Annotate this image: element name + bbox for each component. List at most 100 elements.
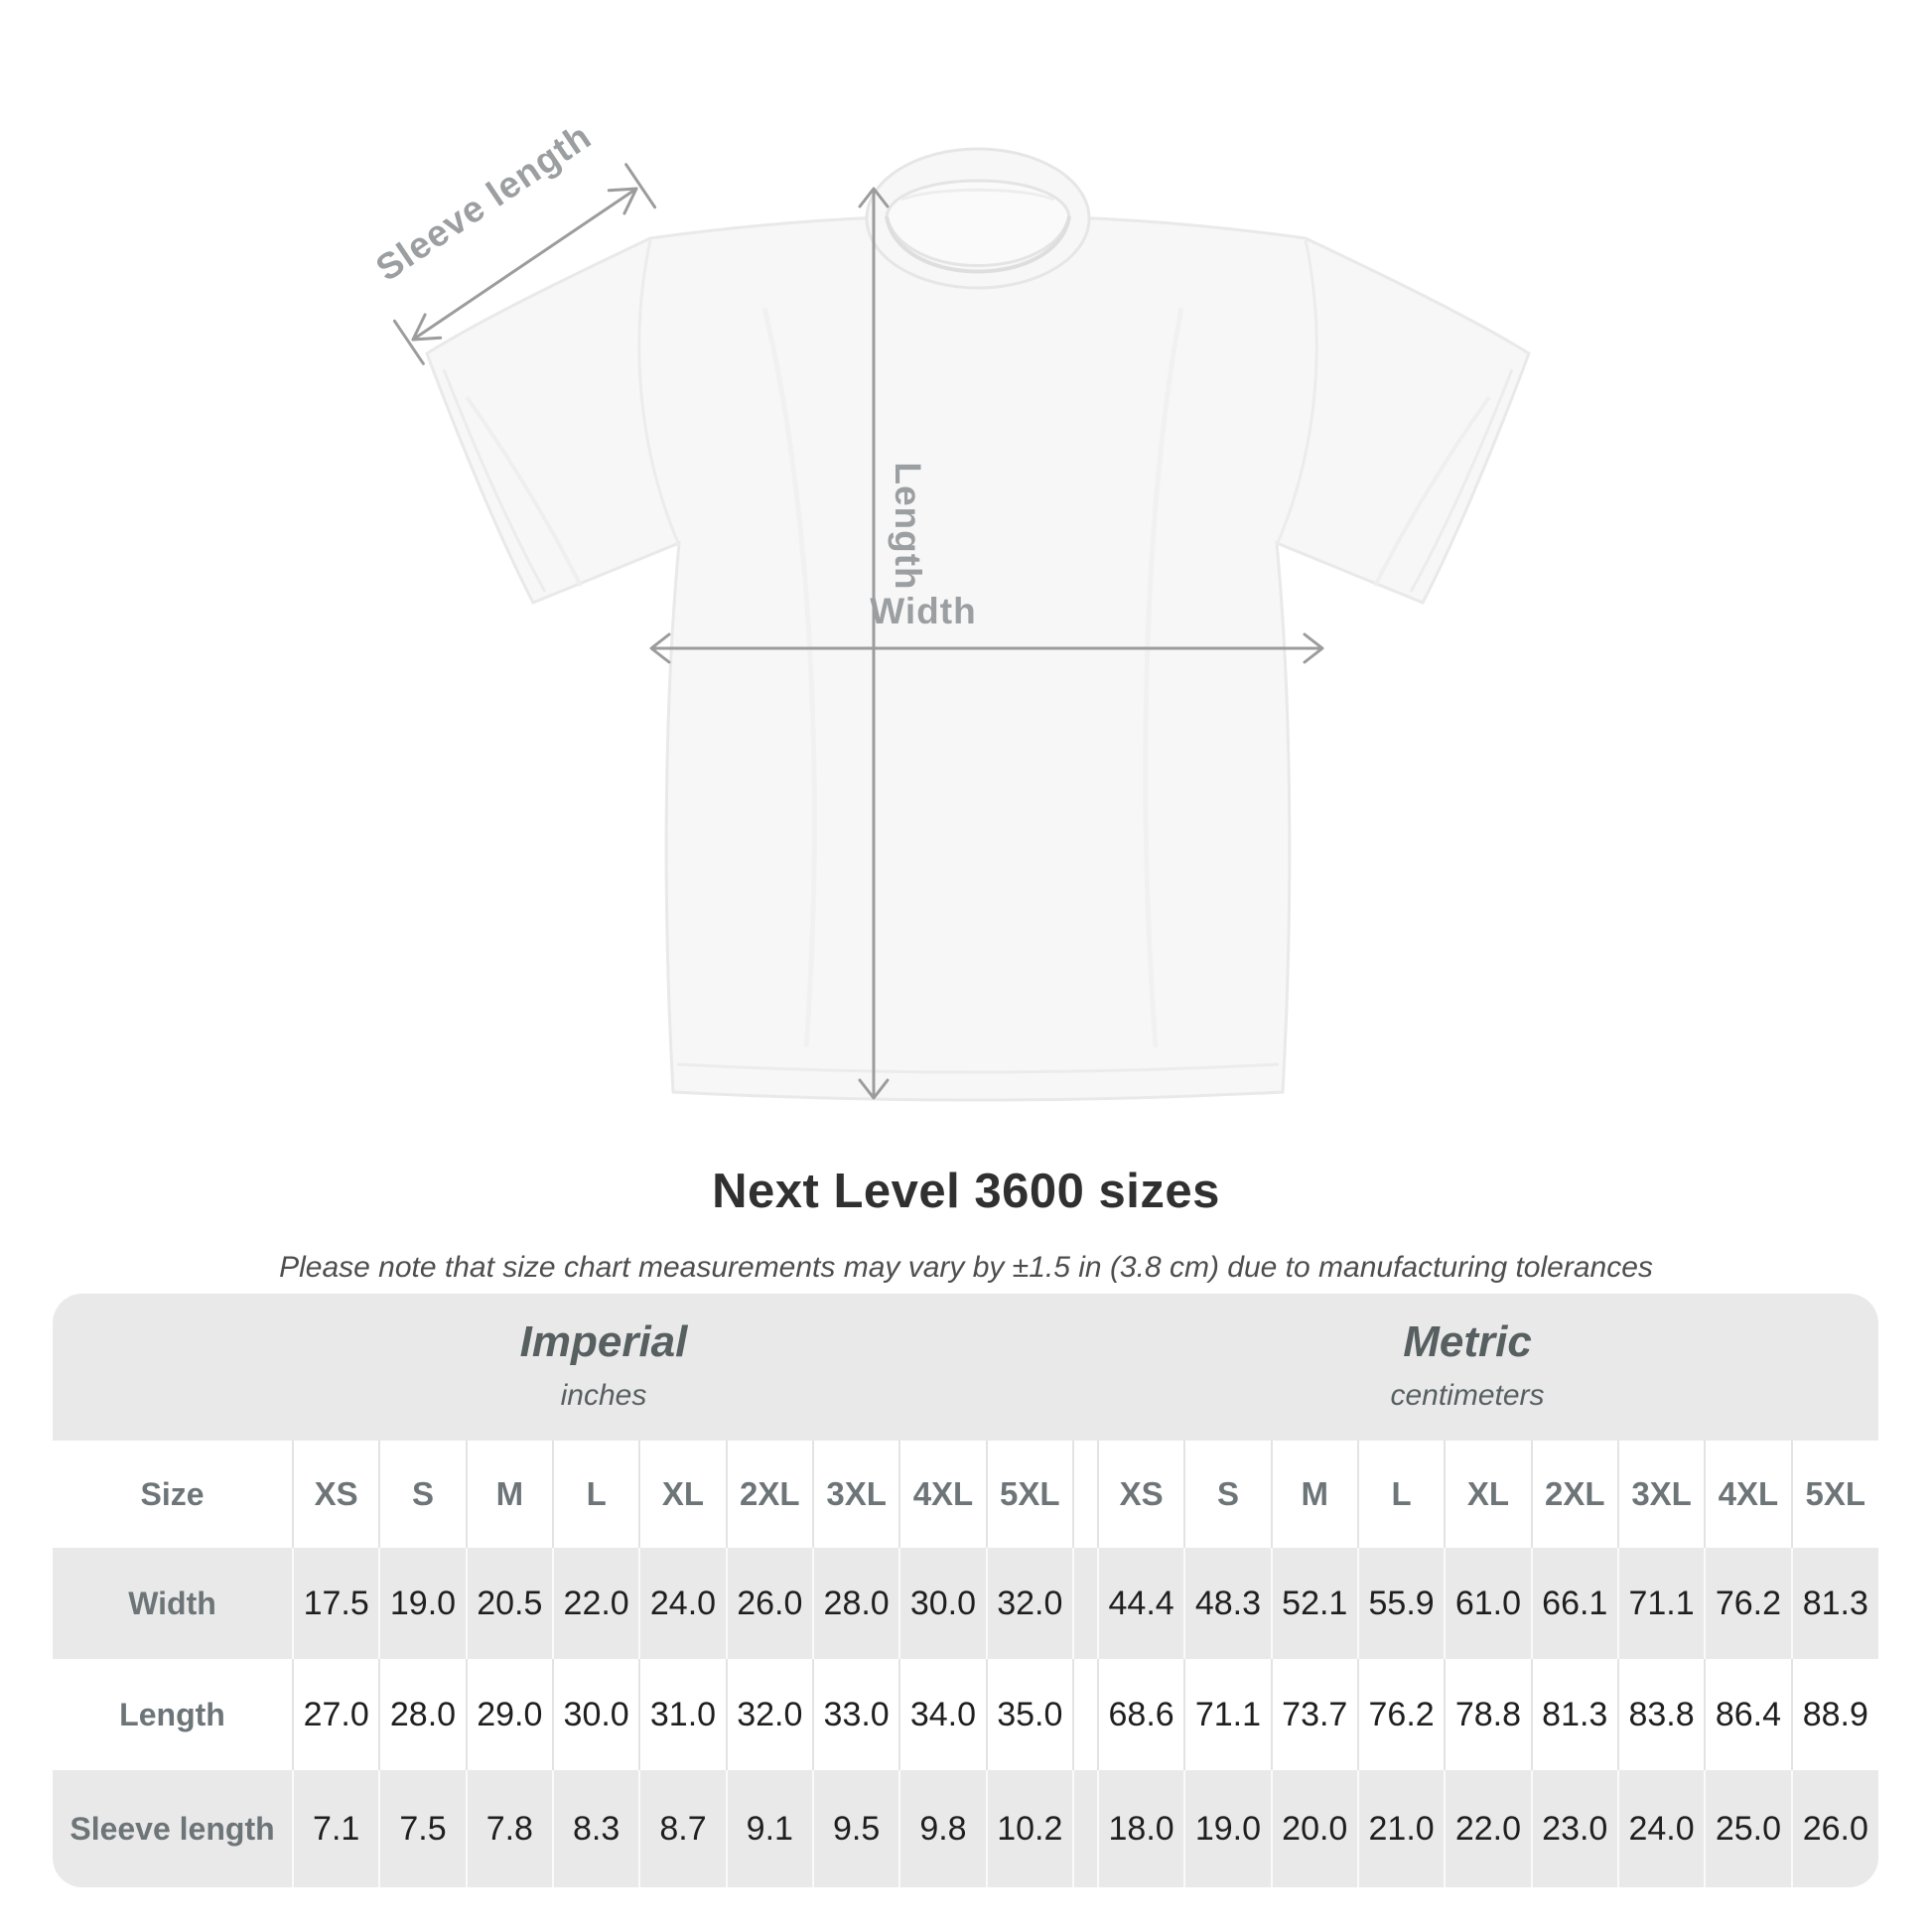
half-divider <box>1071 1548 1098 1659</box>
value-cell: 8.3 <box>551 1770 640 1887</box>
value-cell: 8.7 <box>638 1770 727 1887</box>
value-cell: 61.0 <box>1444 1548 1532 1659</box>
value-cell: 29.0 <box>465 1659 553 1770</box>
value-cell: 55.9 <box>1356 1548 1446 1659</box>
half-divider <box>1071 1441 1098 1548</box>
value-cell: 24.0 <box>638 1548 727 1659</box>
width-arrow <box>649 632 1324 664</box>
sleeve-length-row: Sleeve length 7.1 7.5 7.8 8.3 8.7 9.1 9.… <box>53 1770 1878 1887</box>
row-label-sleeve: Sleeve length <box>69 1810 275 1847</box>
value-cell: 26.0 <box>725 1548 813 1659</box>
value-cell: 7.8 <box>465 1770 553 1887</box>
value-cell: 7.1 <box>291 1770 380 1887</box>
value-cell: 27.0 <box>291 1659 380 1770</box>
value-cell: 9.1 <box>725 1770 813 1887</box>
length-row: Length 27.0 28.0 29.0 30.0 31.0 32.0 33.… <box>53 1659 1878 1770</box>
value-cell: 86.4 <box>1704 1659 1792 1770</box>
value-cell: 83.8 <box>1616 1659 1706 1770</box>
half-divider <box>1071 1770 1098 1887</box>
size-header-row: Size XS S M L XL 2XL 3XL 4XL 5XL XS S M … <box>53 1441 1878 1548</box>
row-label-length: Length <box>119 1696 225 1732</box>
size-col-header: XS <box>291 1441 380 1548</box>
value-cell: 17.5 <box>291 1548 380 1659</box>
value-cell: 66.1 <box>1530 1548 1618 1659</box>
tshirt-graphic <box>425 147 1531 1102</box>
value-cell: 32.0 <box>725 1659 813 1770</box>
tshirt-svg: Sleeve length Length Width <box>368 115 1531 1102</box>
value-cell: 23.0 <box>1530 1770 1618 1887</box>
value-cell: 19.0 <box>1183 1770 1272 1887</box>
cuff-seam-right <box>1409 368 1514 593</box>
value-cell: 88.9 <box>1790 1659 1878 1770</box>
value-cell: 19.0 <box>378 1548 467 1659</box>
value-cell: 21.0 <box>1356 1770 1446 1887</box>
size-col-header: 4XL <box>1704 1441 1792 1548</box>
collar <box>865 147 1091 290</box>
width-label: Width <box>870 591 976 631</box>
value-cell: 22.0 <box>551 1548 640 1659</box>
size-col-header: 3XL <box>1616 1441 1706 1548</box>
size-table-grid: Size XS S M L XL 2XL 3XL 4XL 5XL XS S M … <box>53 1441 1878 1887</box>
value-cell: 68.6 <box>1096 1659 1185 1770</box>
sleeve-length-label: Sleeve length <box>368 115 598 289</box>
value-cell: 25.0 <box>1704 1770 1792 1887</box>
length-label: Length <box>888 462 928 590</box>
value-cell: 81.3 <box>1790 1548 1878 1659</box>
value-cell: 26.0 <box>1790 1770 1878 1887</box>
value-cell: 20.5 <box>465 1548 553 1659</box>
size-col-header: XS <box>1096 1441 1185 1548</box>
size-col-header: XL <box>638 1441 727 1548</box>
value-cell: 31.0 <box>638 1659 727 1770</box>
size-row-label: Size <box>140 1475 205 1512</box>
value-cell: 44.4 <box>1096 1548 1185 1659</box>
row-label-width: Width <box>128 1585 216 1621</box>
size-col-header: 5XL <box>985 1441 1073 1548</box>
value-cell: 10.2 <box>985 1770 1073 1887</box>
metric-unit: centimeters <box>1390 1379 1545 1412</box>
size-table: Size XS S M L XL 2XL 3XL 4XL 5XL XS S M … <box>53 1441 1878 1887</box>
value-cell: 34.0 <box>898 1659 987 1770</box>
value-cell: 28.0 <box>811 1548 900 1659</box>
value-cell: 35.0 <box>985 1659 1073 1770</box>
value-cell: 9.8 <box>898 1770 987 1887</box>
width-row: Width 17.5 19.0 20.5 22.0 24.0 26.0 28.0… <box>53 1548 1878 1659</box>
size-col-header: 5XL <box>1790 1441 1878 1548</box>
value-cell: 78.8 <box>1444 1659 1532 1770</box>
armhole-seam-left <box>637 239 681 546</box>
size-col-header: L <box>1356 1441 1446 1548</box>
value-cell: 73.7 <box>1270 1659 1358 1770</box>
size-col-header: M <box>465 1441 553 1548</box>
tshirt-measurement-diagram: Sleeve length Length Width <box>368 115 1531 1102</box>
tolerance-note: Please note that size chart measurements… <box>279 1251 1653 1284</box>
hem-seam <box>676 1062 1280 1074</box>
size-col-header: 4XL <box>898 1441 987 1548</box>
size-col-header: S <box>378 1441 467 1548</box>
imperial-title: Imperial <box>519 1317 688 1366</box>
value-cell: 24.0 <box>1616 1770 1706 1887</box>
sleeve-length-arrow <box>392 163 657 365</box>
measurement-annotations <box>392 163 1324 1100</box>
metric-title: Metric <box>1403 1317 1532 1366</box>
value-cell: 22.0 <box>1444 1770 1532 1887</box>
size-col-header: 3XL <box>811 1441 900 1548</box>
value-cell: 9.5 <box>811 1770 900 1887</box>
half-divider <box>1071 1659 1098 1770</box>
value-cell: 33.0 <box>811 1659 900 1770</box>
size-col-header: M <box>1270 1441 1358 1548</box>
size-col-header: XL <box>1444 1441 1532 1548</box>
value-cell: 76.2 <box>1704 1548 1792 1659</box>
value-cell: 52.1 <box>1270 1548 1358 1659</box>
value-cell: 32.0 <box>985 1548 1073 1659</box>
size-chart: Imperial inches Metric centimeters Size … <box>53 1294 1878 1887</box>
size-col-header: L <box>551 1441 640 1548</box>
page-title: Next Level 3600 sizes <box>712 1165 1220 1218</box>
size-col-header: S <box>1183 1441 1272 1548</box>
value-cell: 81.3 <box>1530 1659 1618 1770</box>
value-cell: 30.0 <box>551 1659 640 1770</box>
value-cell: 48.3 <box>1183 1548 1272 1659</box>
imperial-unit: inches <box>560 1379 647 1412</box>
size-col-header: 2XL <box>1530 1441 1618 1548</box>
value-cell: 76.2 <box>1356 1659 1446 1770</box>
value-cell: 71.1 <box>1616 1548 1706 1659</box>
unit-header-band: Imperial inches Metric centimeters <box>53 1294 1878 1441</box>
